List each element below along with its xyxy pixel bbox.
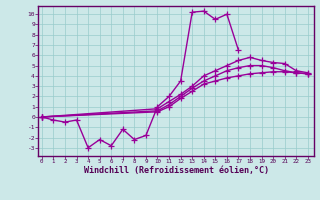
- X-axis label: Windchill (Refroidissement éolien,°C): Windchill (Refroidissement éolien,°C): [84, 166, 268, 175]
